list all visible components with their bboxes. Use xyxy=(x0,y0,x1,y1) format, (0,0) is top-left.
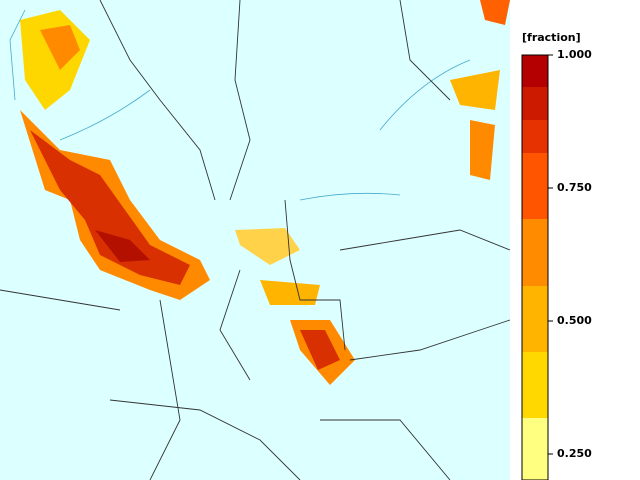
borders xyxy=(0,0,511,480)
colorbar-tick-label: 1.000 xyxy=(557,48,592,61)
colorbar xyxy=(521,54,549,480)
colorbar-tick-label: 0.250 xyxy=(557,447,592,460)
colorbar-tick-label: 0.750 xyxy=(557,181,592,194)
colorbar-title: [fraction] xyxy=(522,31,581,44)
colorbar-tick-label: 0.500 xyxy=(557,314,592,327)
coastlines xyxy=(9,9,471,201)
plume xyxy=(20,0,510,385)
